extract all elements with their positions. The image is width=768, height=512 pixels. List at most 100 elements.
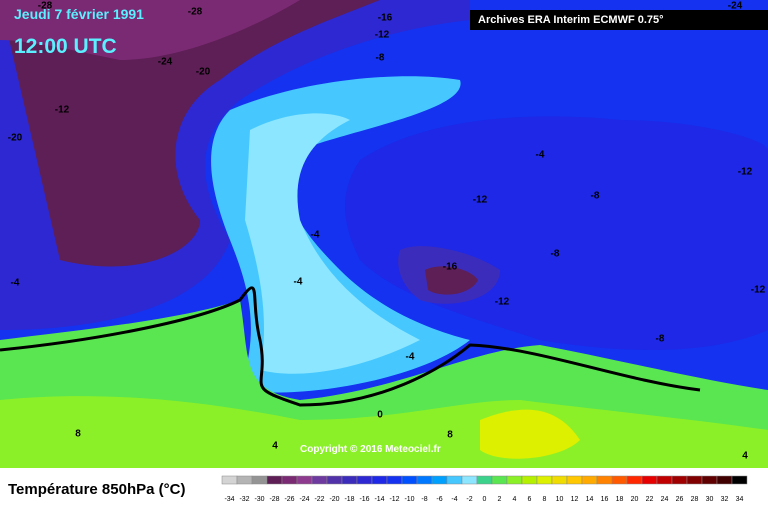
legend-swatch <box>641 475 658 485</box>
legend-label: -28 <box>269 496 279 503</box>
legend-swatch <box>371 475 388 485</box>
contour-label: -12 <box>738 167 753 178</box>
legend-label: -32 <box>239 496 249 503</box>
contour-label: 0 <box>377 410 383 421</box>
contour-label: -8 <box>591 191 600 202</box>
legend-label: -24 <box>299 496 309 503</box>
legend-label: 8 <box>543 496 547 503</box>
contour-label: 8 <box>447 430 453 441</box>
legend-swatch <box>686 475 703 485</box>
zero-isotherm <box>0 286 701 407</box>
legend-label: -2 <box>466 496 472 503</box>
legend-swatch <box>326 475 343 485</box>
legend-label: -10 <box>404 496 414 503</box>
legend-swatch <box>356 475 373 485</box>
contour-label: 4 <box>272 441 278 452</box>
contour-label: 4 <box>742 451 748 462</box>
contour-label: -8 <box>376 53 385 64</box>
legend-swatch <box>626 475 643 485</box>
legend-label: -12 <box>389 496 399 503</box>
legend-swatch <box>416 475 433 485</box>
cold-core <box>425 266 478 295</box>
legend-bar <box>0 468 768 512</box>
legend-label: 34 <box>736 496 744 503</box>
legend-label: -30 <box>254 496 264 503</box>
legend-label: -16 <box>359 496 369 503</box>
legend-label: 12 <box>571 496 579 503</box>
legend-swatch <box>341 475 358 485</box>
legend-swatch <box>581 475 598 485</box>
legend-label: 26 <box>676 496 684 503</box>
legend-label: 6 <box>528 496 532 503</box>
legend-swatch <box>536 475 553 485</box>
contour-label: -24 <box>728 1 743 12</box>
source: Archives ERA Interim ECMWF 0.75° <box>478 14 664 26</box>
legend-label: 22 <box>646 496 654 503</box>
legend-swatch <box>296 475 313 485</box>
legend-label: 32 <box>721 496 729 503</box>
legend-swatch <box>311 475 328 485</box>
very-cold-region <box>0 0 300 60</box>
legend-swatch <box>566 475 583 485</box>
source-box <box>470 10 768 30</box>
legend-swatch <box>461 475 478 485</box>
contour-label: 8 <box>75 429 81 440</box>
contour-label: -8 <box>551 249 560 260</box>
legend-label: 14 <box>586 496 594 503</box>
copyright: Copyright © 2016 Meteociel.fr <box>300 444 441 455</box>
contour-label: -28 <box>38 1 53 12</box>
legend-swatch <box>521 475 538 485</box>
legend-swatch <box>281 475 298 485</box>
legend-label: 4 <box>513 496 517 503</box>
legend-swatch <box>596 475 613 485</box>
legend-swatch <box>671 475 688 485</box>
legend-swatch <box>656 475 673 485</box>
legend-swatch <box>701 475 718 485</box>
time: 12:00 UTC <box>14 35 117 58</box>
contour-label: -4 <box>294 277 303 288</box>
contour-label: -12 <box>751 285 766 296</box>
contour-label: -8 <box>656 334 665 345</box>
contour-label: -16 <box>378 13 393 24</box>
legend-swatch <box>431 475 448 485</box>
legend-label: 2 <box>498 496 502 503</box>
very-cold-region <box>0 0 380 267</box>
legend-swatch <box>716 475 733 485</box>
contour-label: -28 <box>188 7 203 18</box>
contour-label: -12 <box>495 297 510 308</box>
contour-label: -4 <box>311 230 320 241</box>
legend-label: 18 <box>616 496 624 503</box>
legend-label: 0 <box>483 496 487 503</box>
contour-label: -12 <box>55 105 70 116</box>
contour-label: -12 <box>473 195 488 206</box>
legend-swatch <box>221 475 238 485</box>
legend-swatch <box>551 475 568 485</box>
legend-swatch <box>491 475 508 485</box>
legend-label: 28 <box>691 496 699 503</box>
legend-label: -14 <box>374 496 384 503</box>
contour-label: -20 <box>8 133 23 144</box>
legend-title: Température 850hPa (°C) <box>8 481 185 498</box>
legend-swatch <box>236 475 253 485</box>
legend-label: 24 <box>661 496 669 503</box>
warm-region <box>0 396 768 468</box>
legend-swatch <box>266 475 283 485</box>
legend-label: -26 <box>284 496 294 503</box>
legend-swatch <box>476 475 493 485</box>
legend-label: -8 <box>421 496 427 503</box>
legend-label: -18 <box>344 496 354 503</box>
legend-swatch <box>506 475 523 485</box>
legend-swatch <box>446 475 463 485</box>
legend-swatch <box>731 475 748 485</box>
contour-label: -4 <box>11 278 20 289</box>
legend-label: -34 <box>224 496 234 503</box>
legend-swatch <box>251 475 268 485</box>
legend-label: 10 <box>556 496 564 503</box>
contour-label: -4 <box>536 150 545 161</box>
contour-label: -24 <box>158 57 173 68</box>
legend-label: 30 <box>706 496 714 503</box>
legend-label: -22 <box>314 496 324 503</box>
legend-label: -4 <box>451 496 457 503</box>
